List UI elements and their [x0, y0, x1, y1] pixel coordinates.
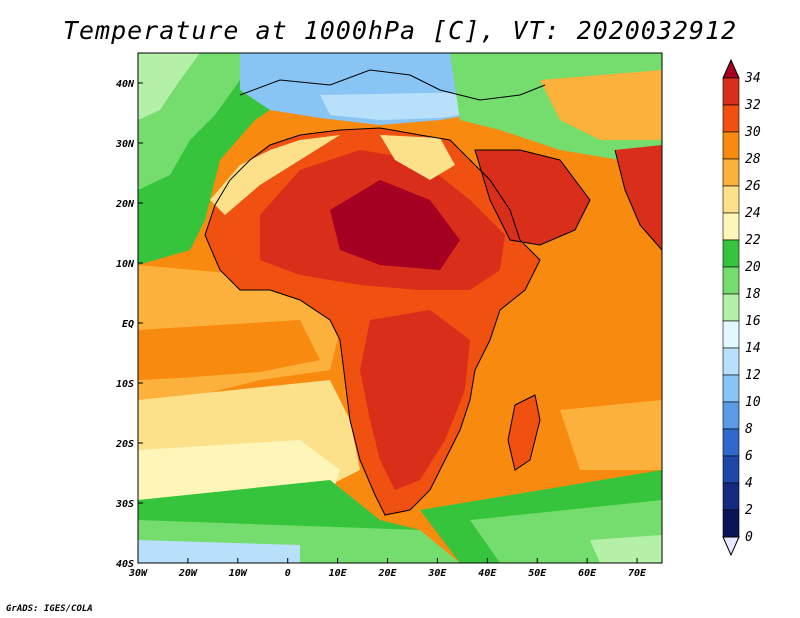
coastlines [204, 69, 662, 516]
colorbar-segment [722, 374, 740, 403]
lat-tick-label: 40N [116, 79, 135, 90]
colorbar-segment [722, 77, 740, 106]
colorbar-label: 0 [745, 530, 753, 545]
colorbar-segment [722, 509, 740, 538]
map-frame [137, 52, 663, 564]
lat-tick-label: 30N [115, 139, 135, 150]
colorbar-label: 20 [745, 260, 761, 275]
colorbar-segment [722, 293, 740, 322]
colorbar-segment [722, 212, 740, 241]
lat-tick-label: 10N [116, 259, 135, 270]
lon-tick-label: 60E [578, 568, 597, 579]
colorbar-label: 24 [745, 206, 761, 221]
colorbar-segment [722, 482, 740, 511]
lon-tick-label: 10W [229, 568, 248, 579]
colorbar-segment [722, 266, 740, 295]
lon-tick-label: 20E [377, 568, 397, 579]
colorbar-segment [722, 428, 740, 457]
colorbar-segment [722, 455, 740, 484]
colorbar-label: 28 [745, 152, 761, 167]
lat-tick-label: 20S [115, 439, 134, 450]
colorbar-segment [722, 320, 740, 349]
lat-tick-label: 20N [115, 199, 135, 210]
lon-tick-label: 20W [178, 568, 198, 579]
colorbar-label: 10 [745, 395, 761, 410]
lon-tick-label: 0 [285, 568, 291, 579]
colorbar-label: 4 [745, 476, 753, 491]
colorbar-label: 18 [745, 287, 761, 302]
colorbar-segment [722, 347, 740, 376]
colorbar-bottom-arrow [722, 536, 740, 557]
colorbar-label: 8 [745, 422, 753, 437]
colorbar-segment [722, 185, 740, 214]
colorbar-segment [722, 401, 740, 430]
temperature-field [138, 53, 662, 563]
colorbar-label: 26 [745, 179, 761, 194]
colorbar-top-arrow [722, 58, 740, 79]
lat-tick-label: 10S [116, 379, 134, 390]
lon-tick-label: 70E [628, 568, 647, 579]
lon-tick-label: 30W [128, 568, 148, 579]
lat-tick-label: 40S [116, 559, 134, 570]
lon-tick-label: 50E [528, 568, 547, 579]
colorbar-segment [722, 131, 740, 160]
lon-tick-label: 10E [329, 568, 348, 579]
colorbar-label: 2 [745, 503, 753, 518]
colorbar-label: 22 [745, 233, 761, 248]
map-title: Temperature at 1000hPa [C], VT: 20200329… [62, 16, 738, 45]
colorbar-label: 16 [745, 314, 761, 329]
lon-tick-label: 40E [478, 568, 497, 579]
colorbar-label: 12 [745, 368, 761, 383]
colorbar-segment [722, 104, 740, 133]
credit-label: GrADS: IGES/COLA [6, 604, 93, 614]
colorbar-label: 14 [745, 341, 761, 356]
colorbar-segment [722, 239, 740, 268]
lat-tick-label: EQ [122, 319, 134, 330]
colorbar-label: 34 [744, 71, 761, 86]
colorbar-segment [722, 158, 740, 187]
lat-tick-label: 30S [115, 499, 134, 510]
colorbar-label: 6 [745, 449, 753, 464]
axis-ticks: 30W 20W 10W 0 10E 20E 30E 40E 50E 60E 70E 40N 30N 20N… [115, 79, 647, 579]
colorbar-label: 30 [744, 125, 761, 140]
colorbar-label: 32 [744, 98, 761, 113]
lon-tick-label: 30E [427, 568, 447, 579]
